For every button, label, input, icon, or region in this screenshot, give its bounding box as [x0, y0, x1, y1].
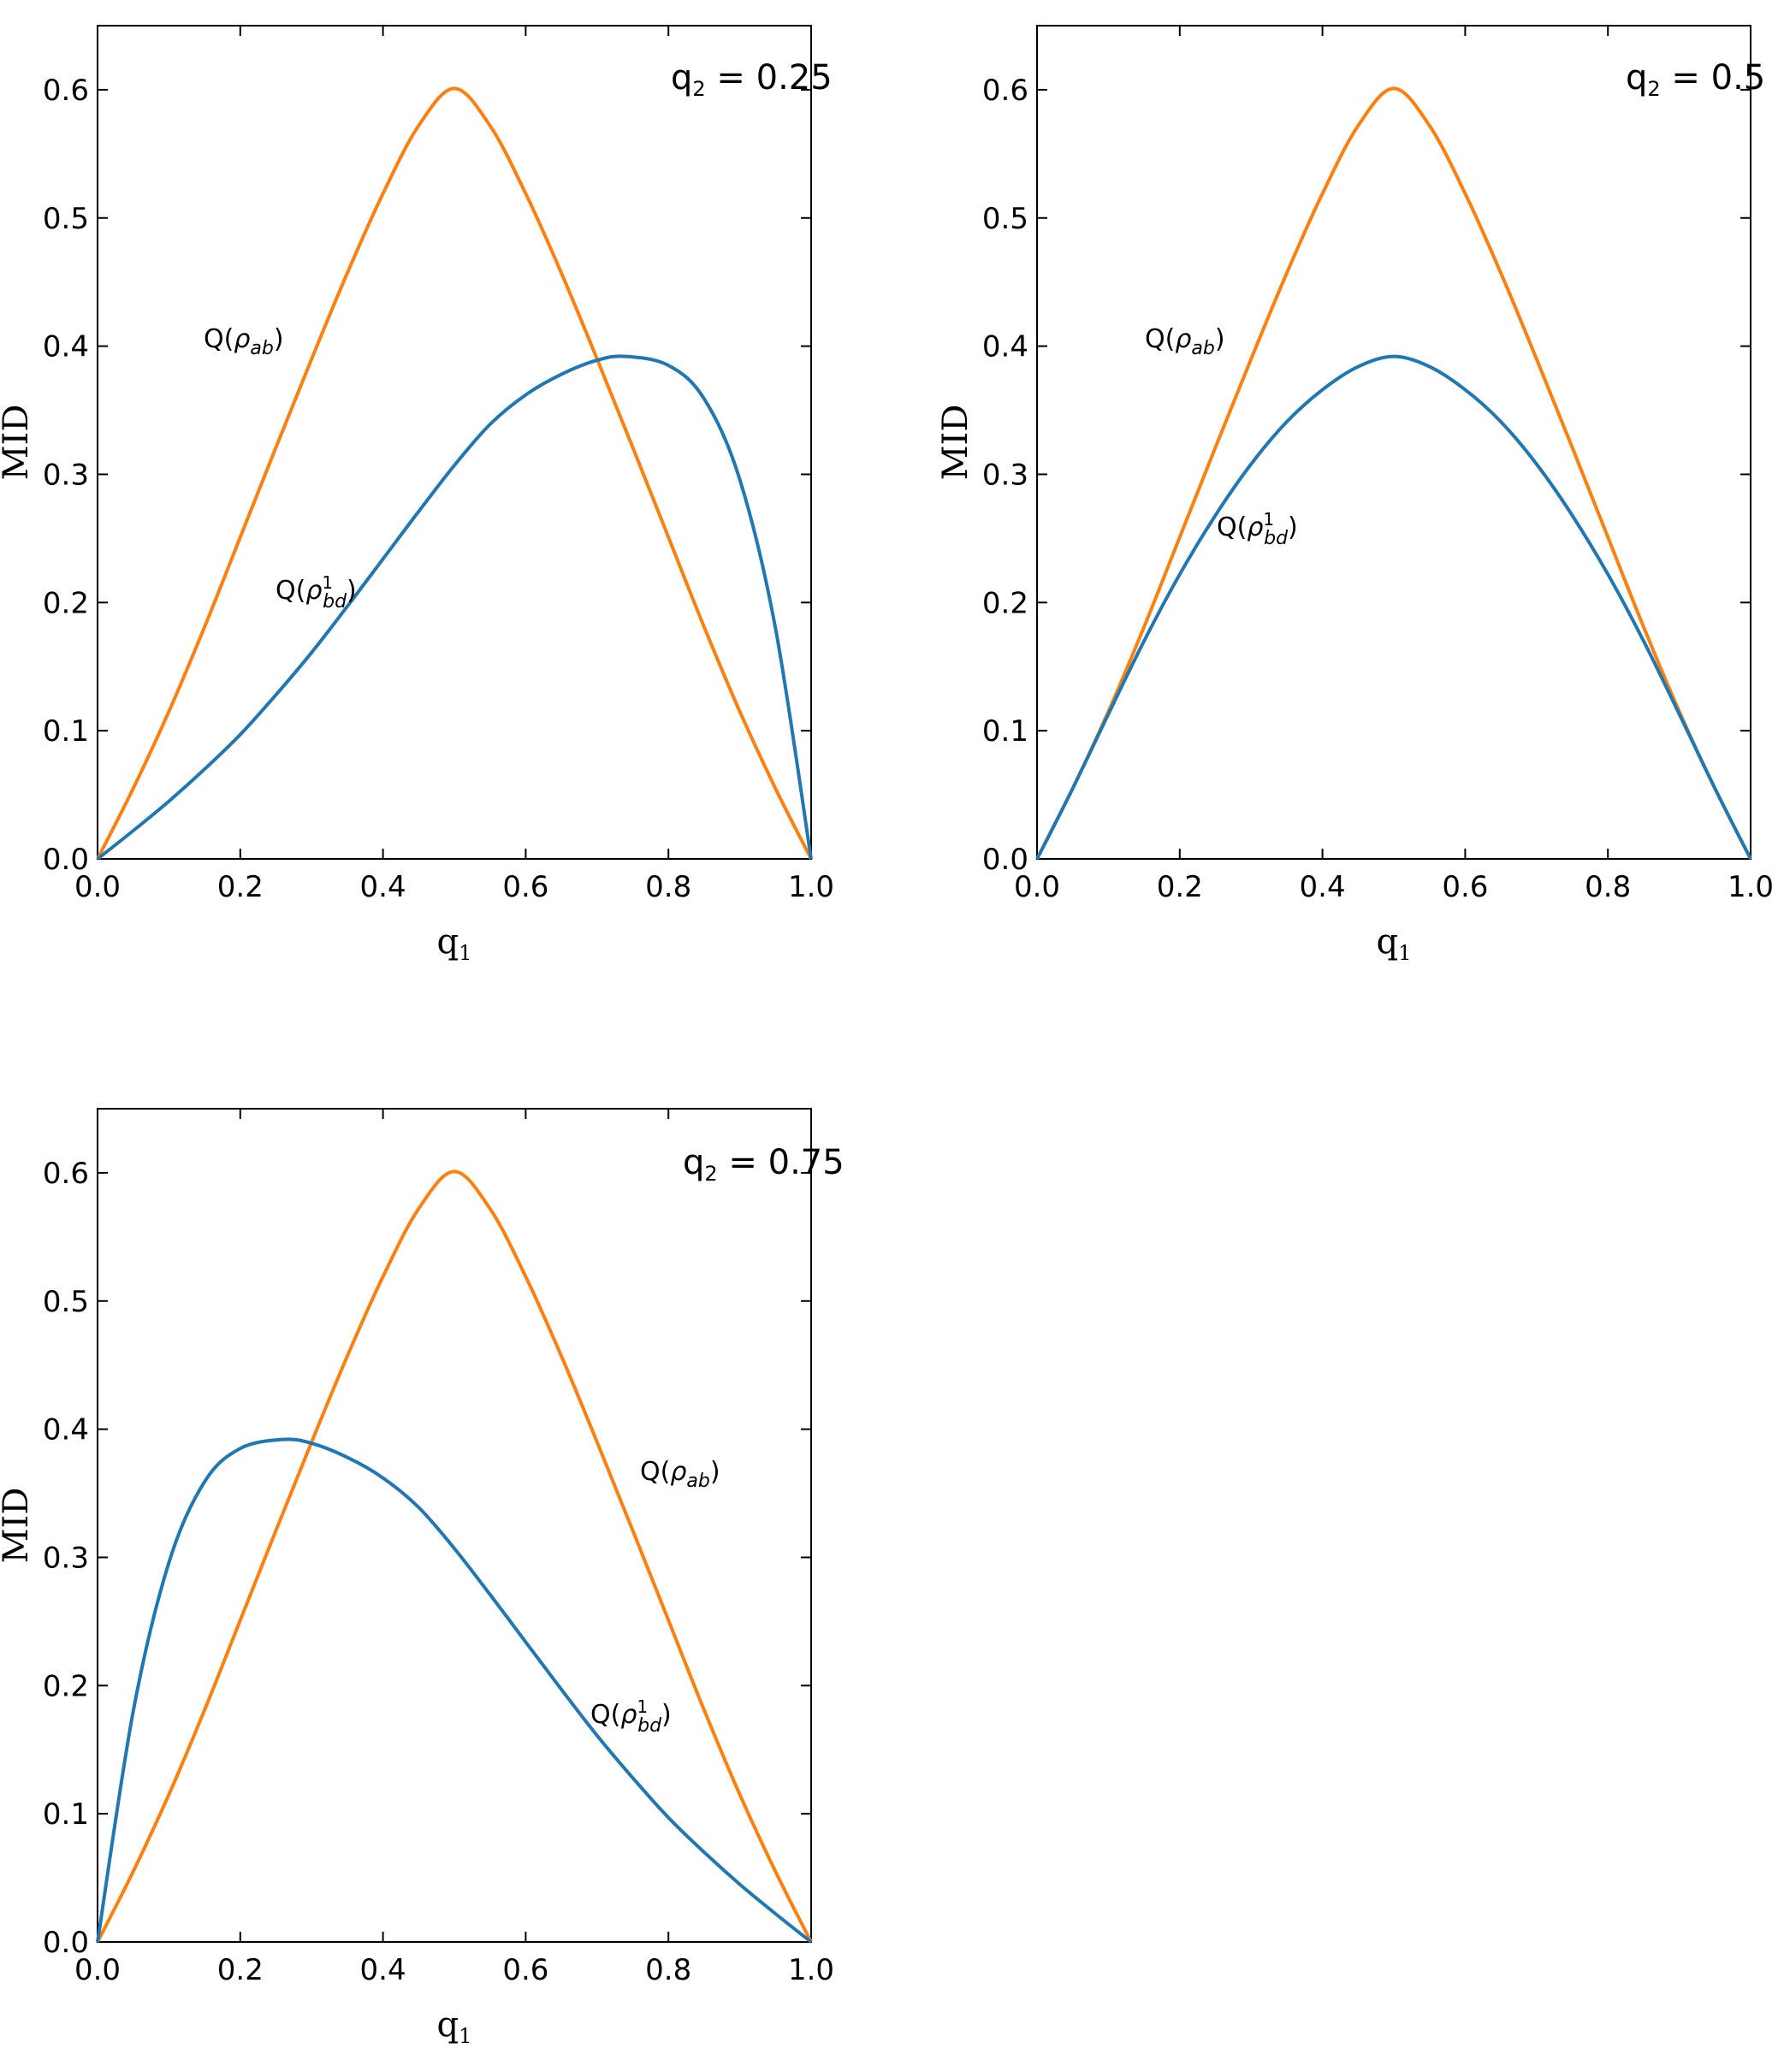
- x-tick-label: 0.6: [502, 870, 548, 904]
- x-tick-label: 0.2: [1157, 870, 1203, 904]
- series-label-q-bd: Q(ρ1 bd): [276, 572, 357, 613]
- series-line-q-ab: [1035, 86, 1752, 860]
- x-axis-title: q1: [437, 2005, 472, 2048]
- series-label-q-bd: Q(ρ1 bd): [1217, 509, 1298, 549]
- y-tick-label: 0.5: [982, 202, 1028, 236]
- y-tick-label: 0.5: [43, 1285, 89, 1319]
- x-tick-label: 0.6: [502, 1953, 548, 1987]
- y-tick-label: 0.0: [43, 1926, 89, 1960]
- series-label-q-bd: Q(ρ1 bd): [590, 1696, 672, 1737]
- y-tick-label: 0.3: [43, 458, 89, 492]
- x-tick-label: 0.4: [360, 870, 406, 904]
- y-tick-label: 0.0: [43, 843, 89, 877]
- x-tick-label: 0.4: [1300, 870, 1346, 904]
- y-tick-label: 0.2: [982, 586, 1028, 620]
- y-axis-title: MID: [936, 405, 975, 481]
- x-axis-title: q1: [1377, 922, 1412, 965]
- plot-frame: [97, 1108, 812, 1943]
- series-line-q-bd: [1035, 354, 1752, 860]
- y-tick-label: 0.5: [43, 202, 89, 236]
- y-tick-label: 0.0: [982, 843, 1028, 877]
- plot-frame: [97, 25, 812, 860]
- panel-annotation: q2 = 0.75: [683, 1143, 845, 1186]
- x-axis-title-sub: 1: [1398, 941, 1411, 965]
- y-tick-label: 0.4: [43, 1413, 89, 1447]
- x-axis-title: q1: [437, 922, 472, 965]
- x-axis-title-base: q: [437, 922, 459, 962]
- x-tick-label: 0.6: [1442, 870, 1488, 904]
- x-tick-label: 1.0: [788, 1953, 834, 1987]
- y-tick-label: 0.4: [43, 330, 89, 364]
- x-tick-label: 1.0: [1728, 870, 1774, 904]
- x-tick-label: 0.0: [1014, 870, 1060, 904]
- panel-annotation: q2 = 0.5: [1626, 58, 1765, 101]
- x-tick-label: 1.0: [788, 870, 834, 904]
- y-tick-label: 0.6: [43, 1157, 89, 1191]
- series-label-q-ab: Q(ρab): [640, 1457, 720, 1492]
- series-line-q-ab: [96, 1169, 813, 1943]
- y-tick-label: 0.6: [982, 74, 1028, 108]
- x-axis-title-sub: 1: [459, 941, 471, 965]
- series-label-q-ab: Q(ρab): [204, 324, 284, 359]
- y-tick-label: 0.1: [43, 1797, 89, 1832]
- y-tick-label: 0.6: [43, 74, 89, 108]
- chart-panel-3: 0.0 0.2 0.4 0.6 0.8 1.0 0.0 0.1 0.2 0.3 0.4 0.5 0.6 q…: [0, 1108, 845, 2048]
- x-axis-title-base: q: [437, 2005, 459, 2045]
- y-axis-title: MID: [0, 1488, 36, 1564]
- x-tick-label: 0.2: [217, 870, 264, 904]
- x-tick-label: 0.4: [360, 1953, 406, 1987]
- chart-panel-2: 0.0 0.2 0.4 0.6 0.8 1.0 0.0 0.1 0.2 0.3 0.4 0.5 0.6 q…: [936, 25, 1774, 965]
- panel-annotation: q2 = 0.25: [671, 58, 833, 101]
- x-axis-title-base: q: [1377, 922, 1399, 962]
- plot-frame: [1036, 25, 1751, 860]
- series-line-q-bd: [96, 1437, 813, 1944]
- series-line-q-ab: [96, 86, 813, 860]
- x-tick-label: 0.8: [645, 1953, 691, 1987]
- x-tick-label: 0.0: [74, 1953, 121, 1987]
- y-tick-label: 0.3: [982, 458, 1028, 492]
- y-tick-label: 0.1: [982, 714, 1028, 749]
- x-tick-label: 0.0: [74, 870, 121, 904]
- y-tick-label: 0.2: [43, 586, 89, 620]
- y-tick-label: 0.1: [43, 714, 89, 749]
- x-tick-label: 0.8: [645, 870, 691, 904]
- series-line-q-bd: [96, 354, 813, 861]
- x-tick-label: 0.2: [217, 1953, 264, 1987]
- chart-panel-1: 0.0 0.2 0.4 0.6 0.8 1.0 0.0 0.1 0.2 0.3 0.4 0.5 0.6 q…: [0, 25, 834, 965]
- y-tick-label: 0.3: [43, 1541, 89, 1575]
- y-tick-label: 0.4: [982, 330, 1028, 364]
- x-tick-label: 0.8: [1585, 870, 1631, 904]
- series-label-q-ab: Q(ρab): [1145, 324, 1225, 359]
- y-tick-label: 0.2: [43, 1669, 89, 1703]
- y-axis-title: MID: [0, 405, 36, 481]
- x-axis-title-sub: 1: [459, 2024, 471, 2048]
